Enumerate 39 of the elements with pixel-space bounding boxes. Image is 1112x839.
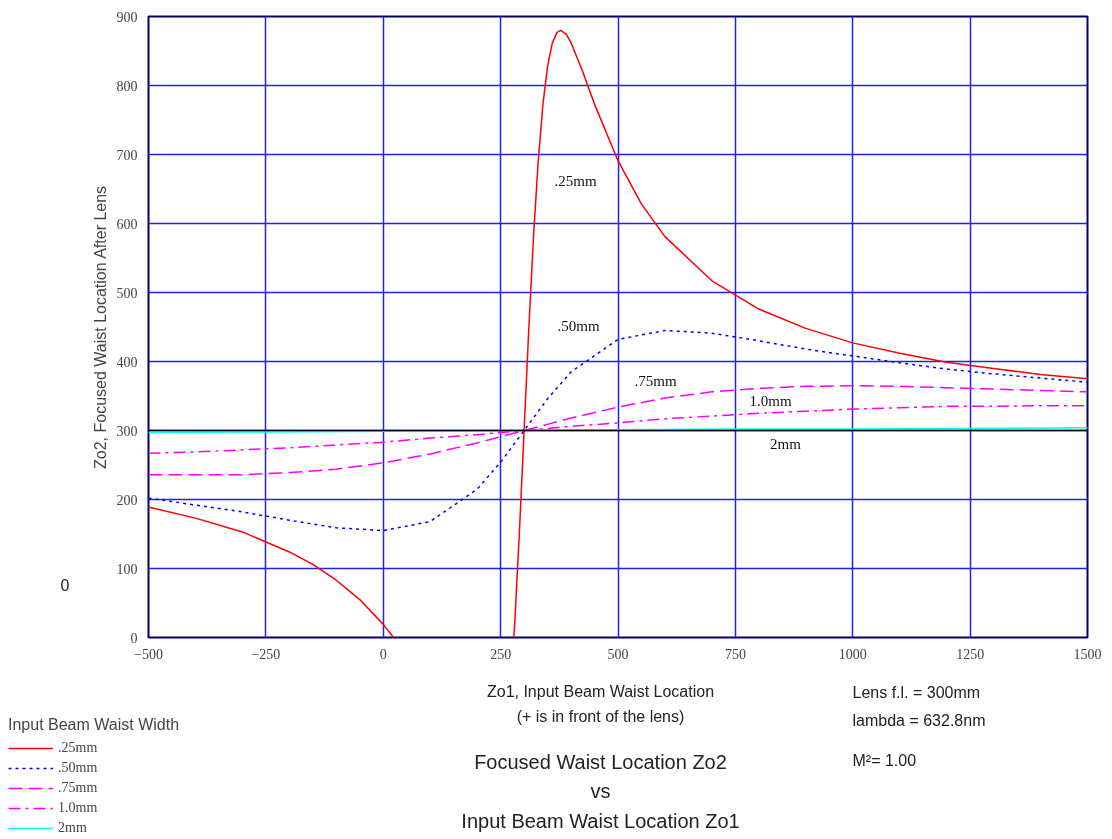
legend-label: .50mm	[58, 759, 98, 777]
x-tick-label: 500	[607, 646, 629, 662]
y-tick-label: 700	[116, 147, 138, 163]
text: Focused Waist Location Zo2 vs Input Beam Waist Location Zo1	[461, 750, 740, 832]
x-tick-label: 250	[490, 646, 512, 662]
y-tick-label: 900	[116, 9, 138, 25]
y-tick-label: 0	[130, 630, 138, 646]
x-tick-label: 1250	[956, 646, 985, 662]
y-tick-label: 500	[116, 285, 138, 301]
text: M²= 1.00	[852, 752, 917, 769]
line-series	[148, 329, 1088, 532]
y-tick-label: 100	[116, 561, 138, 577]
legend-label: 1.0mm	[58, 799, 98, 817]
annotation: 2mm	[770, 435, 802, 452]
x-tick-label: 0	[379, 646, 387, 662]
annotation: .50mm	[557, 317, 600, 334]
y-tick-label: 400	[116, 354, 138, 370]
legend-label: .75mm	[58, 779, 98, 797]
x-tick-label: 750	[724, 646, 746, 662]
annotation: 1.0mm	[749, 392, 792, 409]
text: 0	[60, 576, 70, 594]
y-tick-label: 600	[116, 216, 138, 232]
y-axis-title: Zo2, Focused Waist Location After Lens	[91, 185, 109, 469]
x-axis-title: Zo1, Input Beam Waist Location (+ is in front of the lens)	[486, 682, 715, 725]
legend-title: Input Beam Waist Width	[8, 716, 180, 734]
text: Lens f.l. = 300mm	[852, 684, 981, 701]
x-tick-label: −250	[251, 646, 281, 662]
x-tick-label: −500	[134, 646, 163, 662]
y-tick-label: 200	[116, 492, 138, 508]
legend-label: .25mm	[58, 739, 98, 757]
y-tick-label: 800	[116, 78, 138, 94]
x-tick-label: 1000	[838, 646, 867, 662]
y-tick-label: 300	[116, 423, 138, 439]
text: lambda = 632.8nm	[852, 712, 986, 729]
x-tick-label: 1500	[1073, 646, 1102, 662]
line-series	[148, 384, 1088, 476]
legend-label: 2mm	[58, 819, 87, 837]
annotation: .75mm	[634, 372, 677, 389]
annotation: .25mm	[554, 172, 597, 189]
